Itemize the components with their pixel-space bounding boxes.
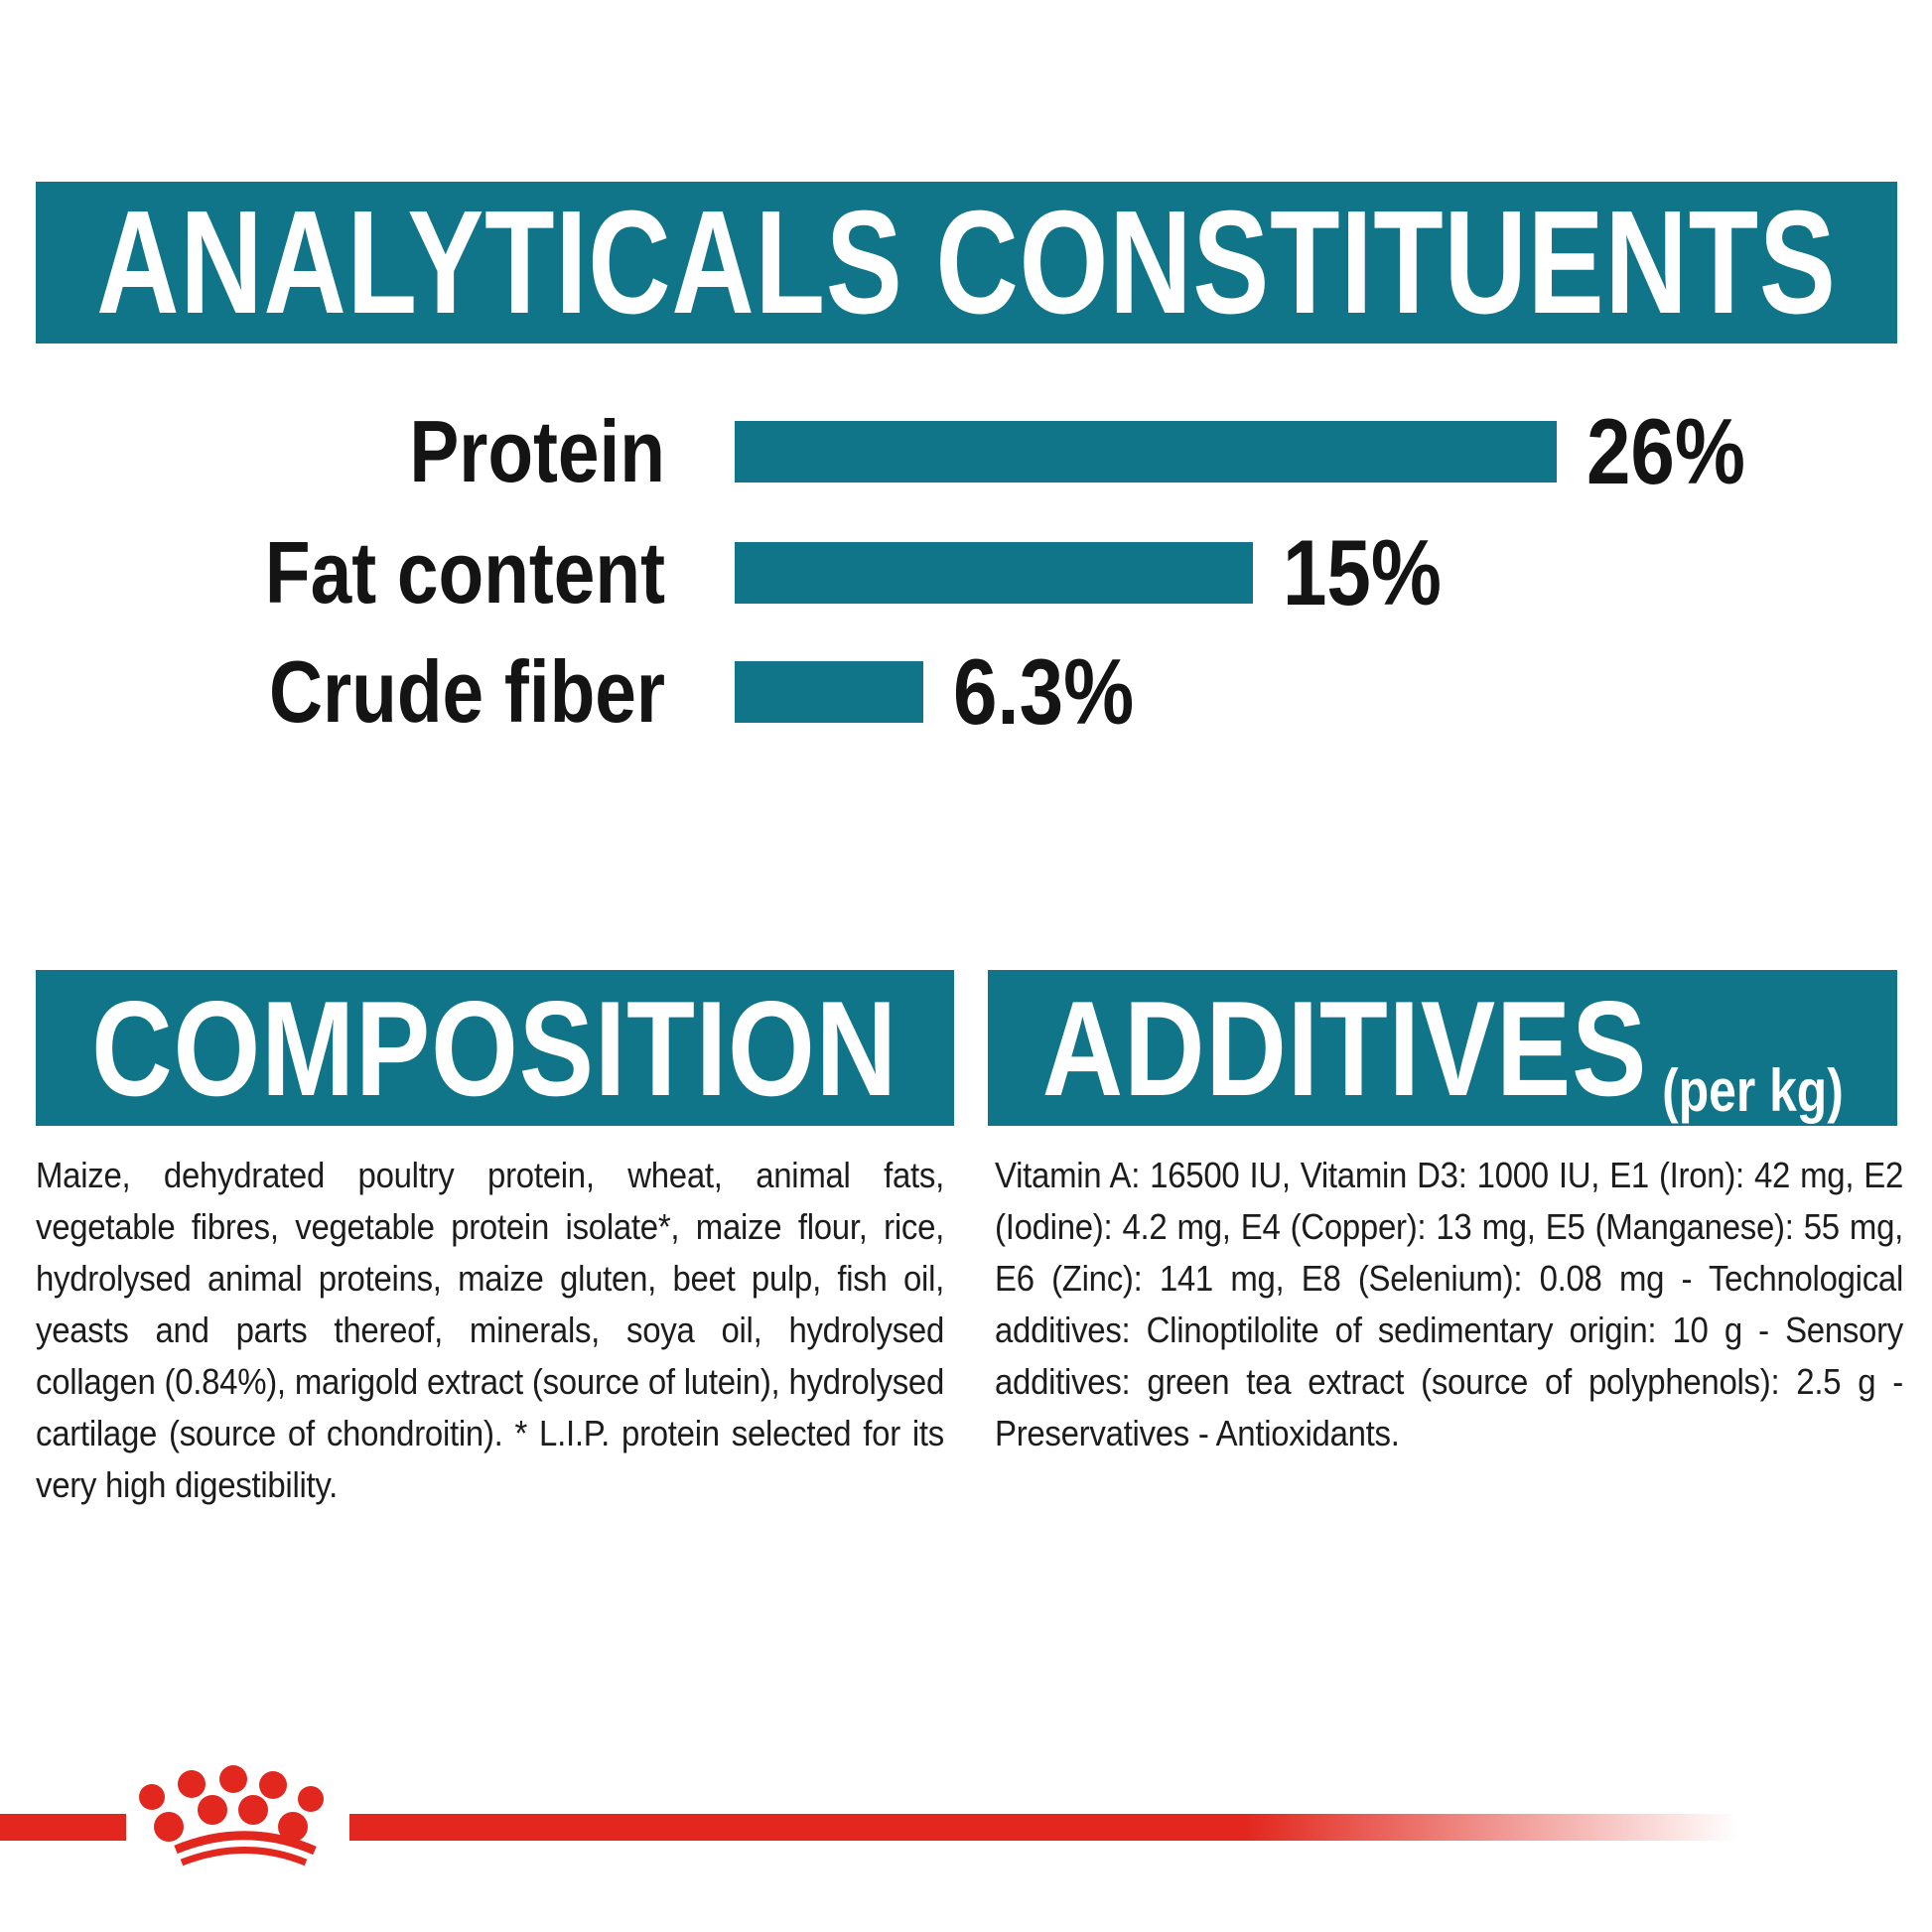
- composition-header-band: COMPOSITION: [36, 970, 954, 1126]
- composition-title: COMPOSITION: [91, 972, 898, 1124]
- additives-title-suffix: (per kg): [1661, 1056, 1844, 1124]
- chart-value-label: 15%: [1283, 520, 1442, 624]
- analyticals-header-band: ANALYTICALS CONSTITUENTS: [36, 182, 1897, 344]
- chart-bar: [735, 542, 1253, 604]
- brand-rule-right-segment-fading: [349, 1814, 1797, 1841]
- chart-value-label: 6.3%: [953, 639, 1135, 744]
- chart-row-fat-content: Fat content 15%: [0, 520, 1469, 624]
- chart-row-crude-fiber: Crude fiber 6.3%: [0, 639, 1166, 744]
- additives-title-main: ADDITIVES: [1041, 972, 1648, 1124]
- additives-title: ADDITIVES (per kg): [1041, 981, 1843, 1121]
- brand-rule-left-segment: [0, 1814, 126, 1841]
- additives-header-band: ADDITIVES (per kg): [988, 970, 1897, 1126]
- chart-bar: [735, 661, 923, 723]
- royal-canin-crown-logo-icon: [139, 1765, 324, 1866]
- additives-body-text: Vitamin A: 16500 IU, Vitamin D3: 1000 IU…: [995, 1155, 1903, 1453]
- composition-body-text: Maize, dehydrated poultry protein, wheat…: [36, 1155, 944, 1505]
- chart-row-label: Protein: [409, 402, 665, 500]
- chart-row-protein: Protein 26%: [0, 399, 1773, 503]
- chart-bar: [735, 421, 1557, 483]
- chart-row-label: Crude fiber: [269, 642, 665, 741]
- chart-row-label: Fat content: [264, 523, 665, 621]
- analyticals-title: ANALYTICALS CONSTITUENTS: [96, 182, 1837, 344]
- chart-value-label: 26%: [1587, 399, 1745, 503]
